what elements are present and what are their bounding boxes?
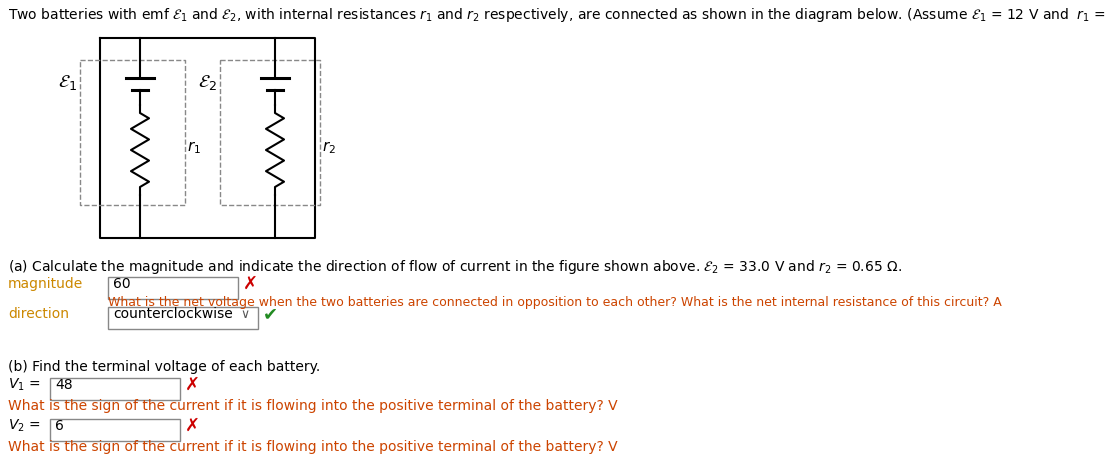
Text: $r_1$: $r_1$	[187, 139, 201, 156]
Text: (a) Calculate the magnitude and indicate the direction of flow of current in the: (a) Calculate the magnitude and indicate…	[8, 258, 902, 276]
Text: ∨: ∨	[240, 307, 249, 320]
Text: What is the sign of the current if it is flowing into the positive terminal of t: What is the sign of the current if it is…	[8, 440, 617, 454]
Text: direction: direction	[8, 307, 69, 321]
Text: $\mathcal{E}_2$: $\mathcal{E}_2$	[198, 72, 217, 91]
Text: $V_2$ =: $V_2$ =	[8, 418, 41, 434]
Text: 48: 48	[55, 378, 73, 392]
Text: $\mathcal{E}_1$: $\mathcal{E}_1$	[58, 72, 76, 91]
Text: (b) Find the terminal voltage of each battery.: (b) Find the terminal voltage of each ba…	[8, 360, 320, 374]
Text: ✗: ✗	[185, 376, 201, 394]
Text: What is the sign of the current if it is flowing into the positive terminal of t: What is the sign of the current if it is…	[8, 399, 617, 413]
Text: Two batteries with emf $\mathcal{E}_1$ and $\mathcal{E}_2$, with internal resist: Two batteries with emf $\mathcal{E}_1$ a…	[8, 6, 1108, 24]
Text: What is the net voltage when the two batteries are connected in opposition to ea: What is the net voltage when the two bat…	[107, 296, 1002, 309]
Text: ✔: ✔	[263, 305, 278, 323]
Text: 60: 60	[113, 277, 131, 291]
Text: ✗: ✗	[243, 275, 258, 293]
Bar	[107, 277, 238, 299]
Bar	[50, 419, 179, 441]
Text: $r_2$: $r_2$	[322, 139, 336, 156]
Bar	[50, 378, 179, 400]
Text: ✗: ✗	[185, 417, 201, 435]
Text: counterclockwise: counterclockwise	[113, 307, 233, 321]
Bar	[107, 307, 258, 329]
Text: magnitude: magnitude	[8, 277, 83, 291]
Text: 6: 6	[55, 419, 64, 433]
Text: $V_1$ =: $V_1$ =	[8, 377, 41, 393]
